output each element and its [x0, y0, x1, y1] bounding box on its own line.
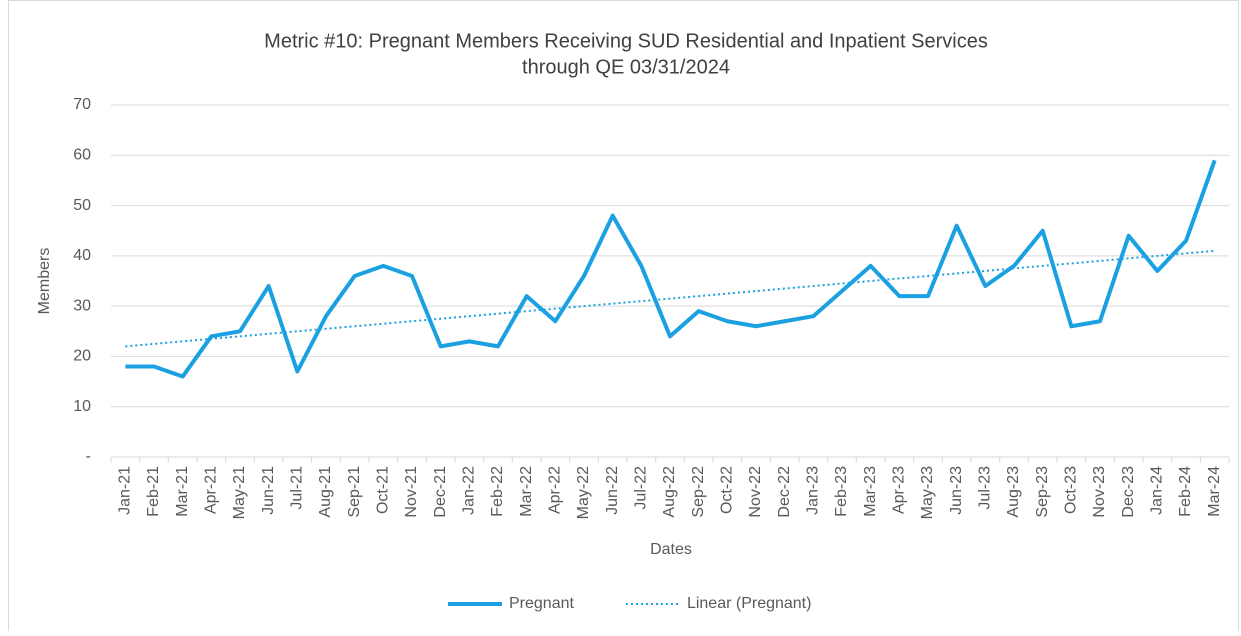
x-tick-label: May-22 [575, 466, 592, 519]
chart-title: through QE 03/31/2024 [522, 56, 730, 78]
x-tick-label: Nov-22 [747, 466, 764, 518]
chart-title: Metric #10: Pregnant Members Receiving S… [264, 30, 988, 52]
x-tick-label: Oct-23 [1063, 466, 1080, 514]
x-tick-label: Jun-22 [604, 466, 621, 515]
x-tick-label: Jun-23 [948, 466, 965, 515]
x-tick-label: Apr-21 [203, 466, 220, 514]
x-tick-label: Apr-23 [891, 466, 908, 514]
x-tick-label: Mar-23 [862, 466, 879, 517]
x-axis-label: Dates [650, 541, 692, 558]
x-tick-label: Jan-22 [461, 466, 478, 515]
y-tick-label: 70 [73, 96, 91, 113]
y-tick-label: 50 [73, 197, 91, 214]
x-tick-label: Mar-24 [1206, 466, 1223, 517]
x-tick-label: Jan-21 [117, 466, 134, 515]
legend-label: Linear (Pregnant) [687, 595, 812, 612]
x-tick-label: May-23 [919, 466, 936, 519]
x-tick-label: Dec-22 [776, 466, 793, 518]
x-tick-label: Jan-24 [1149, 466, 1166, 515]
x-tick-label: Sep-22 [690, 466, 707, 518]
x-tick-label: Oct-21 [375, 466, 392, 514]
x-tick-label: Dec-21 [432, 466, 449, 518]
x-tick-label: Jul-23 [977, 466, 994, 510]
legend-label: Pregnant [509, 595, 574, 612]
x-tick-label: Feb-23 [833, 466, 850, 517]
x-tick-label: May-21 [231, 466, 248, 519]
x-tick-label: Dec-23 [1120, 466, 1137, 518]
series-line [125, 159, 1217, 379]
x-tick-label: Jan-23 [805, 466, 822, 515]
y-tick-label: 30 [73, 297, 91, 314]
x-tick-label: Feb-22 [489, 466, 506, 517]
x-tick-label: Aug-23 [1005, 466, 1022, 518]
y-axis-label: Members [36, 248, 53, 315]
x-tick-label: Mar-22 [518, 466, 535, 517]
x-tick-label: Mar-21 [174, 466, 191, 517]
y-tick-label: 40 [73, 247, 91, 264]
y-tick-label: 20 [73, 348, 91, 365]
y-tick-label: 60 [73, 147, 91, 164]
y-tick-label: 10 [73, 398, 91, 415]
series-line [125, 249, 1215, 348]
x-tick-label: Sep-23 [1034, 466, 1051, 518]
x-tick-label: Nov-23 [1091, 466, 1108, 518]
x-tick-label: Oct-22 [719, 466, 736, 514]
x-tick-label: Feb-21 [145, 466, 162, 517]
x-tick-label: Feb-24 [1177, 466, 1194, 517]
x-tick-label: Nov-21 [403, 466, 420, 518]
x-tick-label: Jul-22 [633, 466, 650, 510]
x-tick-label: Aug-21 [317, 466, 334, 518]
x-tick-label: Jun-21 [260, 466, 277, 515]
x-tick-label: Jul-21 [289, 466, 306, 510]
chart-border [8, 0, 1239, 636]
x-tick-label: Apr-22 [547, 466, 564, 514]
y-tick-label: - [86, 448, 91, 465]
x-tick-label: Sep-21 [346, 466, 363, 518]
x-tick-label: Aug-22 [661, 466, 678, 518]
